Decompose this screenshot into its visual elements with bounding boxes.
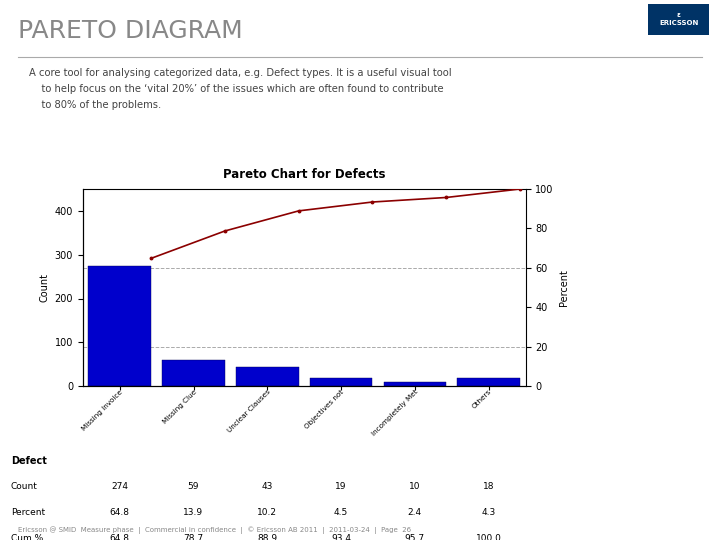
Text: 18: 18: [483, 482, 495, 491]
Text: Count: Count: [11, 482, 37, 491]
Text: A core tool for analysing categorized data, e.g. Defect types. It is a useful vi: A core tool for analysing categorized da…: [29, 68, 451, 78]
Bar: [162, 360, 225, 386]
Y-axis label: Percent: Percent: [559, 269, 570, 306]
Text: 88.9: 88.9: [257, 534, 277, 540]
Text: 64.8: 64.8: [109, 508, 130, 517]
Text: to help focus on the ‘vital 20%’ of the issues which are often found to contribu: to help focus on the ‘vital 20%’ of the …: [29, 84, 444, 94]
Text: Ericsson @ SMID  Measure phase  |  Commercial in confidence  |  © Ericsson AB 20: Ericsson @ SMID Measure phase | Commerci…: [18, 526, 411, 534]
Text: 2.4: 2.4: [408, 508, 422, 517]
Bar: [457, 378, 520, 386]
Text: Cum %: Cum %: [11, 534, 43, 540]
Text: 274: 274: [111, 482, 128, 491]
Text: Objectives not: Objectives not: [305, 389, 346, 430]
Bar: [310, 378, 372, 386]
Y-axis label: Count: Count: [39, 273, 49, 302]
Text: 10.2: 10.2: [257, 508, 277, 517]
Text: 93.4: 93.4: [331, 534, 351, 540]
Text: 59: 59: [188, 482, 199, 491]
Text: 78.7: 78.7: [184, 534, 204, 540]
Text: Others: Others: [472, 389, 493, 410]
Text: 10: 10: [409, 482, 420, 491]
Text: 64.8: 64.8: [109, 534, 130, 540]
Text: 4.3: 4.3: [482, 508, 496, 517]
Text: ε
ERICSSON: ε ERICSSON: [659, 12, 698, 26]
Text: Percent: Percent: [11, 508, 45, 517]
Bar: [384, 382, 446, 386]
Text: Missing Clue: Missing Clue: [161, 389, 198, 425]
Bar: [89, 266, 151, 386]
Text: 100.0: 100.0: [476, 534, 502, 540]
Text: 4.5: 4.5: [334, 508, 348, 517]
Text: Incompletely Met: Incompletely Met: [371, 389, 419, 437]
Text: 95.7: 95.7: [405, 534, 425, 540]
Text: Pareto Chart for Defects: Pareto Chart for Defects: [223, 168, 385, 181]
Text: to 80% of the problems.: to 80% of the problems.: [29, 100, 161, 110]
Text: Missing Invoice: Missing Invoice: [81, 389, 124, 432]
Text: Defect: Defect: [11, 456, 47, 467]
Text: 13.9: 13.9: [184, 508, 204, 517]
Text: 19: 19: [336, 482, 347, 491]
Text: 43: 43: [261, 482, 273, 491]
Text: Unclear Clauses: Unclear Clauses: [226, 389, 271, 434]
Text: PARETO DIAGRAM: PARETO DIAGRAM: [18, 19, 243, 43]
Bar: [236, 367, 299, 386]
